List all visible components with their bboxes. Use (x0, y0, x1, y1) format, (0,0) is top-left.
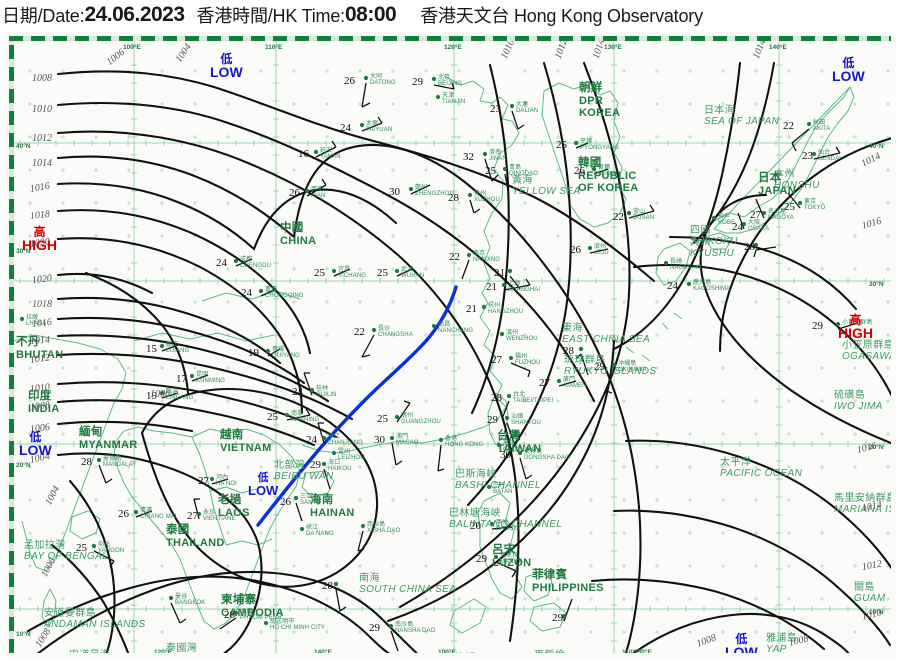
map-graphics (14, 41, 891, 653)
weather-map-frame: 100°E 110°E 120°E 130°E 140°E 100°E 110°E 120°E… (4, 31, 896, 658)
isobars (26, 61, 891, 653)
graticule (14, 41, 891, 653)
date-label: 日期/Date: (2, 6, 85, 26)
date-value: 24.06.2023 (84, 3, 185, 26)
trough-line (256, 285, 458, 527)
agency-label: 香港天文台 Hong Kong Observatory (420, 6, 703, 26)
wind-barbs (93, 82, 859, 652)
coastlines (14, 75, 855, 634)
weather-map-canvas: 100°E 110°E 120°E 130°E 140°E 100°E 110°E 120°E… (14, 41, 891, 653)
chart-title-bar: 日期/Date: 24.06.2023 香港時間/HK Time: 08:00 … (0, 0, 900, 30)
time-value: 08:00 (344, 3, 397, 26)
time-label: 香港時間/HK Time: (196, 6, 346, 26)
grid-dots (28, 69, 890, 634)
station-dots (19, 75, 841, 629)
